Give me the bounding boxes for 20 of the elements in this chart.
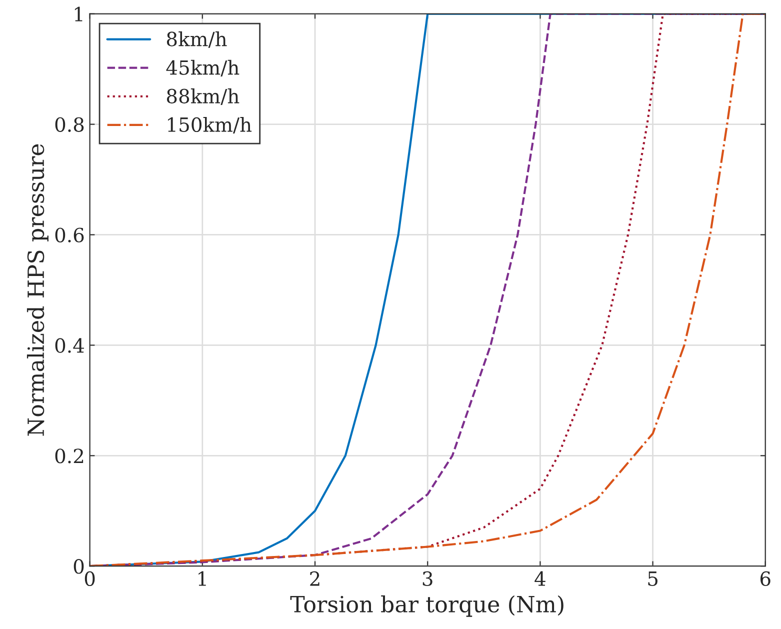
x-axis-title: Torsion bar torque (Nm) <box>290 595 564 617</box>
y-tick-label: 1 <box>74 6 82 22</box>
x-tick-label: 0 <box>84 571 95 586</box>
x-tick-label: 4 <box>534 571 546 586</box>
x-tick-label: 3 <box>422 571 432 586</box>
legend-label: 150km/h <box>168 116 252 134</box>
x-tick-label: 2 <box>310 571 320 586</box>
legend-label: 45km/h <box>166 60 240 76</box>
y-tick-label: 0.6 <box>55 228 84 242</box>
y-tick-label: 0.2 <box>55 448 84 464</box>
legend-label: 88km/h <box>166 88 240 105</box>
x-tick-label: 1 <box>198 571 206 586</box>
y-axis-title: Normalized HPS pressure <box>26 144 48 436</box>
y-tick-label: 0.8 <box>55 117 84 132</box>
x-tick-label: 6 <box>760 571 770 586</box>
y-tick-label: 0.4 <box>55 338 84 353</box>
x-tick-label: 5 <box>648 572 658 586</box>
line-series <box>90 14 766 566</box>
legend-label: 8km/h <box>166 31 227 48</box>
y-tick-label: 0 <box>74 559 84 574</box>
